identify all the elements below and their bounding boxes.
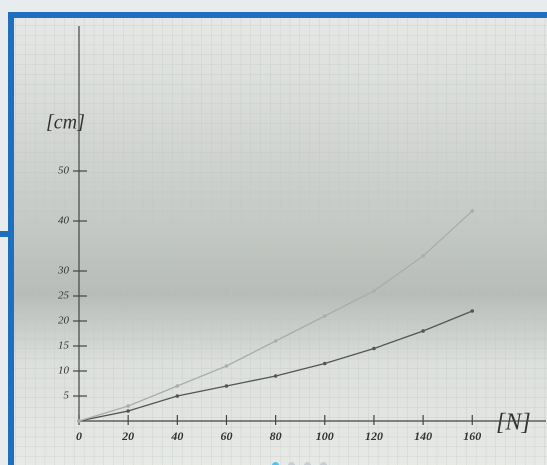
data-point xyxy=(322,361,327,366)
x-tick-label: 0 xyxy=(76,429,82,443)
carousel-dot[interactable] xyxy=(320,462,327,465)
y-tick-label: 20 xyxy=(58,315,70,327)
data-point xyxy=(372,346,376,351)
data-point xyxy=(126,409,130,413)
y-tick-label: 50 xyxy=(58,165,70,177)
data-point xyxy=(273,339,278,343)
x-tick-label: 80 xyxy=(270,429,282,443)
data-point xyxy=(224,384,229,388)
y-tick-label: 30 xyxy=(57,265,70,277)
y-tick-label: 15 xyxy=(58,340,70,352)
grid-paper xyxy=(14,18,547,465)
data-point xyxy=(470,309,475,313)
x-axis-label: [N] xyxy=(496,410,531,436)
carousel-dot-active[interactable] xyxy=(272,462,279,465)
data-point xyxy=(175,384,180,388)
x-tick-label: 60 xyxy=(220,429,232,443)
data-point xyxy=(126,404,130,408)
carousel-dot[interactable] xyxy=(288,462,295,465)
x-tick-label: 100 xyxy=(316,429,334,443)
x-tick-label: 20 xyxy=(121,429,134,443)
data-point xyxy=(421,254,425,258)
x-tick-label: 160 xyxy=(463,429,481,443)
x-tick-label: 120 xyxy=(365,429,383,443)
y-tick-label: 25 xyxy=(58,290,70,302)
data-point xyxy=(421,329,425,333)
data-point xyxy=(372,289,376,293)
data-point xyxy=(224,364,229,368)
data-point xyxy=(273,374,278,378)
photo-slide: [cm] [N] 5 10 15 20 25 30 40 50 0 20 40 60 80 100 120 1… xyxy=(8,12,547,465)
y-tick-label: 10 xyxy=(58,365,70,377)
data-point xyxy=(322,314,327,318)
data-point xyxy=(175,394,180,398)
chart: [cm] [N] 5 10 15 20 25 30 40 50 0 20 40 60 80 100 120 1… xyxy=(14,18,547,465)
y-tick-label: 5 xyxy=(64,390,70,402)
data-point xyxy=(77,419,81,423)
y-axis-label: [cm] xyxy=(46,112,85,134)
data-point xyxy=(470,209,475,213)
x-tick-label: 140 xyxy=(414,429,432,443)
carousel-dot[interactable] xyxy=(304,462,311,465)
side-tab xyxy=(0,231,14,237)
y-tick-label: 40 xyxy=(58,215,70,227)
x-tick-label: 40 xyxy=(170,429,183,443)
